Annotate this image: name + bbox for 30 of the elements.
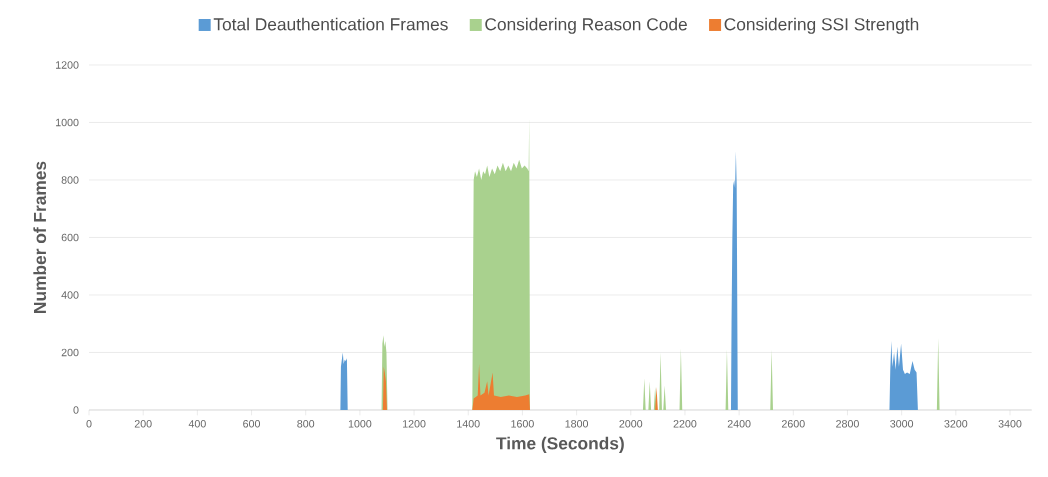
y-tick-label: 1200 <box>56 61 79 69</box>
x-tick-label: 2400 <box>727 420 751 428</box>
legend-label: Total Deauthentication Frames <box>213 17 448 31</box>
x-tick-label: 1400 <box>457 420 480 428</box>
x-tick-label: 0 <box>86 420 92 428</box>
y-tick-label: 600 <box>61 233 79 242</box>
x-tick-label: 200 <box>134 420 152 428</box>
x-tick-label: 600 <box>243 420 261 428</box>
y-tick-label: 200 <box>61 348 79 357</box>
x-tick-label: 2800 <box>836 420 859 428</box>
y-tick-label: 1000 <box>56 118 79 127</box>
x-tick-label: 1200 <box>403 420 426 428</box>
x-tick-label: 2600 <box>781 420 805 428</box>
x-tick-label: 400 <box>188 420 206 428</box>
y-tick-label: 400 <box>61 291 79 299</box>
y-tick-label: 0 <box>73 406 79 414</box>
x-tick-label: 2200 <box>673 420 697 428</box>
x-tick-label: 1600 <box>511 420 534 428</box>
x-tick-label: 800 <box>297 420 315 428</box>
x-tick-label: 1800 <box>565 420 589 428</box>
x-tick-label: 3400 <box>998 420 1022 428</box>
x-tick-label: 2000 <box>619 420 643 428</box>
x-tick-label: 3000 <box>890 420 914 428</box>
y-tick-label: 800 <box>61 176 79 184</box>
x-tick-label: 3200 <box>944 420 968 428</box>
legend-label: Considering SSI Strength <box>724 17 919 34</box>
x-tick-label: 1000 <box>348 420 372 428</box>
y-axis-title: Number of Frames <box>33 161 47 313</box>
legend-label: Considering Reason Code <box>485 17 687 34</box>
x-axis-title: Time (Seconds) <box>496 436 624 453</box>
